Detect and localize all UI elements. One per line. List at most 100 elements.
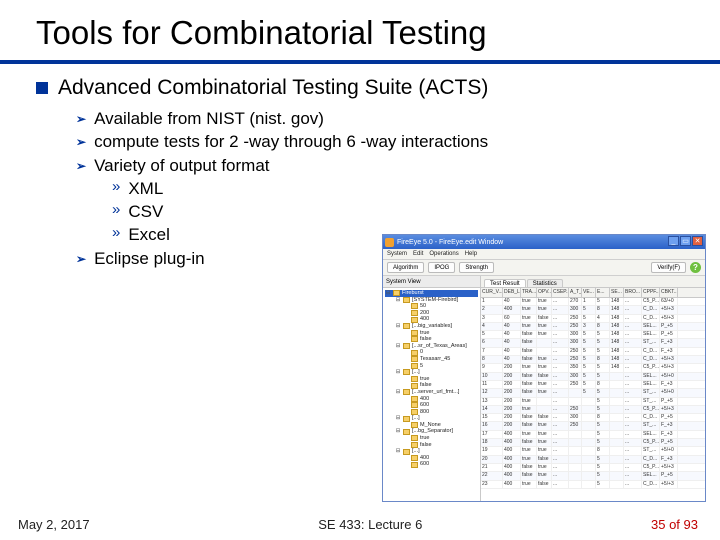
table-row[interactable]: 15200falsefalse...3008...C_D...P_+5 xyxy=(481,414,705,422)
table-cell: 1 xyxy=(582,298,596,305)
table-cell: SEL... xyxy=(642,323,660,330)
table-cell: 5 xyxy=(596,298,610,305)
tree-node[interactable]: ⊟[...] xyxy=(385,369,478,376)
tree-node[interactable]: ⊟[...] xyxy=(385,448,478,455)
table-cell: 22 xyxy=(481,472,503,479)
tree-node[interactable]: 0 xyxy=(385,349,478,356)
tree-node[interactable]: 50 xyxy=(385,303,478,310)
table-cell: 8 xyxy=(596,306,610,313)
tab[interactable]: Statistics xyxy=(527,279,563,287)
tree-node-label: 400 xyxy=(420,316,429,323)
table-row[interactable]: 840falsetrue...25058148...C_D...+5/+3 xyxy=(481,356,705,364)
table-row[interactable]: 16200falsetrue...2505...ST_...F_+3 xyxy=(481,422,705,430)
tree-node[interactable]: 800 xyxy=(385,409,478,416)
table-cell: F_+3 xyxy=(660,348,678,355)
folder-icon xyxy=(411,330,418,336)
table-row[interactable]: 640false...30055148...ST_...F_+3 xyxy=(481,339,705,347)
menu-item[interactable]: Operations xyxy=(429,251,458,257)
tree-node[interactable]: ⊟[...big_variables] xyxy=(385,323,478,330)
table-cell: false xyxy=(521,348,537,355)
tree-node[interactable]: true xyxy=(385,435,478,442)
tree-node[interactable]: 600 xyxy=(385,461,478,468)
table-cell: C_D... xyxy=(642,356,660,363)
tab[interactable]: Test Result xyxy=(484,279,526,287)
table-cell xyxy=(582,406,596,413)
table-row[interactable]: 740false...25055148...C_D...F_+3 xyxy=(481,348,705,356)
table-column-header[interactable]: TRA... xyxy=(521,288,537,297)
table-column-header[interactable]: OPV... xyxy=(537,288,552,297)
table-row[interactable]: 21400falsetrue...5...C5_P...+5/+3 xyxy=(481,464,705,472)
menu-item[interactable]: Help xyxy=(465,251,477,257)
tree-node[interactable]: false xyxy=(385,442,478,449)
folder-icon xyxy=(403,297,410,303)
tree-node[interactable]: ⊟[...bg_Separator] xyxy=(385,428,478,435)
toolbar-button[interactable]: Strength xyxy=(459,262,494,273)
table-cell: ... xyxy=(624,298,642,305)
table-cell: 18 xyxy=(481,439,503,446)
table-cell: C5_P... xyxy=(642,406,660,413)
table-column-header[interactable]: BRO... xyxy=(624,288,642,297)
table-cell: 148 xyxy=(610,339,624,346)
table-column-header[interactable]: CUR_V... xyxy=(481,288,503,297)
menu-item[interactable]: Edit xyxy=(413,251,423,257)
table-column-header[interactable]: E... xyxy=(596,288,610,297)
tree-node[interactable]: ⊟[SYSTEM-Firebird] xyxy=(385,297,478,304)
maximize-icon[interactable]: ▭ xyxy=(680,236,691,246)
table-column-header[interactable]: CBKT... xyxy=(660,288,678,297)
toolbar-button[interactable]: IPOG xyxy=(428,262,455,273)
tree-node[interactable]: false xyxy=(385,336,478,343)
tree-node[interactable]: 400 xyxy=(385,455,478,462)
table-row[interactable]: 23400truefalse...5...C_D...+5/+3 xyxy=(481,481,705,489)
help-icon[interactable]: ? xyxy=(690,262,701,273)
title-rule xyxy=(0,60,720,64)
table-row[interactable]: 20400truefalse...5...C_D...F_+3 xyxy=(481,456,705,464)
tree-node[interactable]: true xyxy=(385,330,478,337)
minimize-icon[interactable]: _ xyxy=(668,236,679,246)
tree-node[interactable]: true xyxy=(385,376,478,383)
tree-node[interactable]: ⊟[...sr_of_Texas_Areas] xyxy=(385,343,478,350)
table-column-header[interactable]: CSEP... xyxy=(552,288,569,297)
table-column-header[interactable]: A_T_I... xyxy=(569,288,582,297)
tree-node[interactable]: 400 xyxy=(385,316,478,323)
table-row[interactable]: 13200true...5...ST_...P_+5 xyxy=(481,398,705,406)
toolbar-button[interactable]: Verify(F) xyxy=(651,262,686,273)
tree-node[interactable]: 400 xyxy=(385,396,478,403)
table-cell: SEL... xyxy=(642,472,660,479)
table-row[interactable]: 440truetrue...25038148...SEL...P_+5 xyxy=(481,323,705,331)
table-cell: true xyxy=(521,447,537,454)
tree-node[interactable]: M_None xyxy=(385,422,478,429)
table-row[interactable]: 22400falsetrue...5...SEL...P_+5 xyxy=(481,472,705,480)
table-row[interactable]: 12200falsetrue...55...ST_...+5/+0 xyxy=(481,389,705,397)
table-row[interactable]: 2400truetrue...30058148...C_D...+5/+3 xyxy=(481,306,705,314)
tree-node[interactable]: 200 xyxy=(385,310,478,317)
table-cell: C5_P... xyxy=(642,364,660,371)
table-column-header[interactable]: CPPF... xyxy=(642,288,660,297)
table-row[interactable]: 14200true...2505...C5_P...+5/+3 xyxy=(481,406,705,414)
table-cell: 8 xyxy=(596,447,610,454)
tree-node[interactable]: false xyxy=(385,382,478,389)
table-row[interactable]: 9200truetrue...35055148...C5_P...+5/+3 xyxy=(481,364,705,372)
table-row[interactable]: 19400truetrue...8...ST_...+5/+0 xyxy=(481,447,705,455)
tree-node[interactable]: ⊟[...] xyxy=(385,415,478,422)
table-column-header[interactable]: SE... xyxy=(610,288,624,297)
table-row[interactable]: 17400truetrue...5...SEL...F_+3 xyxy=(481,431,705,439)
table-cell: 5 xyxy=(596,389,610,396)
tree-node[interactable]: Texasarr_45 xyxy=(385,356,478,363)
table-column-header[interactable]: VE... xyxy=(582,288,596,297)
tree-node[interactable]: ⊟[...server_url_fmt...] xyxy=(385,389,478,396)
table-row[interactable]: 18400falsetrue...5...C5_P...P_+5 xyxy=(481,439,705,447)
table-row[interactable]: 10200falsefalse...30055...SEL...+5/+0 xyxy=(481,373,705,381)
table-row[interactable]: 11200falsetrue...25058...SEL...F_+3 xyxy=(481,381,705,389)
tree-node[interactable]: ⊟Fireburst xyxy=(385,290,478,297)
close-icon[interactable]: ✕ xyxy=(692,236,703,246)
tree-node[interactable]: 600 xyxy=(385,402,478,409)
toolbar-button[interactable]: Algorithm xyxy=(387,262,424,273)
table-column-header[interactable]: DEB_L... xyxy=(503,288,521,297)
folder-icon xyxy=(411,317,418,323)
tree-node[interactable]: 5 xyxy=(385,363,478,370)
table-row[interactable]: 540falsetrue...30055148...SEL...P_+5 xyxy=(481,331,705,339)
table-row[interactable]: 140truetrue...27015148...C5_P...63/+0 xyxy=(481,298,705,306)
tree-toggle-icon: ⊟ xyxy=(395,415,401,422)
menu-item[interactable]: System xyxy=(387,251,407,257)
table-row[interactable]: 360truefalse...25054148...C_D...+5/+3 xyxy=(481,315,705,323)
